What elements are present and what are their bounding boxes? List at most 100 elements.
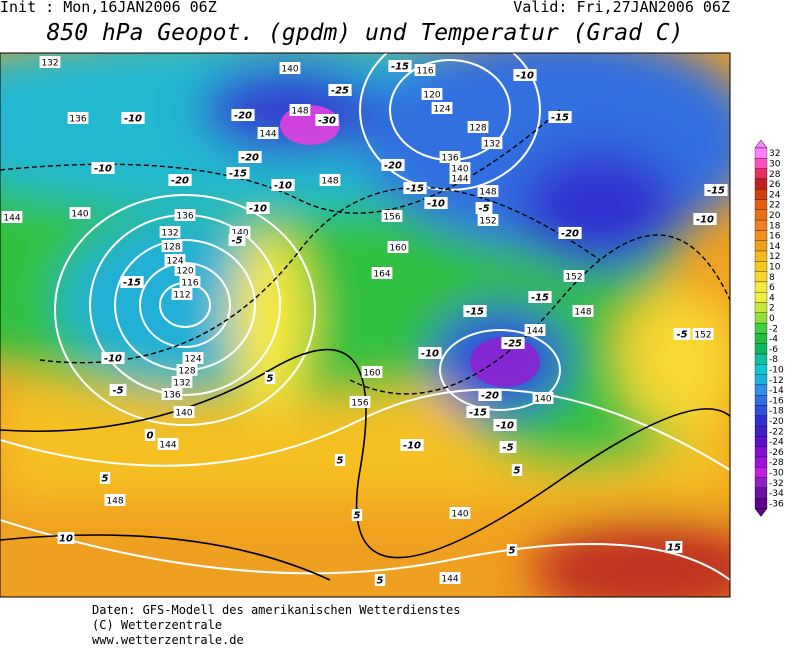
geopotential-label-box bbox=[161, 388, 183, 400]
geopotential-label: 164 bbox=[373, 270, 390, 280]
geopotential-label: 136 bbox=[176, 212, 193, 222]
temperature-label-box bbox=[513, 69, 537, 81]
geopotential-label-box bbox=[173, 406, 195, 418]
temperature-label-box bbox=[264, 372, 276, 384]
colorbar-label: -10 bbox=[769, 365, 784, 375]
geopotential-label-box bbox=[449, 507, 471, 519]
geopotential-label: 132 bbox=[483, 140, 500, 150]
temperature-label-box bbox=[506, 544, 518, 556]
geopotential-label: 160 bbox=[363, 369, 380, 379]
colorbar-swatch bbox=[754, 415, 768, 427]
colorbar-swatch bbox=[754, 343, 768, 355]
geopotential-label-box bbox=[171, 288, 193, 300]
temperature-label: -20 bbox=[384, 161, 402, 172]
colorbar-swatch bbox=[754, 261, 768, 272]
temperature-label-box bbox=[228, 234, 246, 246]
temperature-label-box bbox=[99, 472, 111, 484]
geopotential-label: 140 bbox=[175, 409, 192, 419]
colorbar-swatch bbox=[754, 199, 768, 210]
temperature-label-box bbox=[499, 441, 517, 453]
geopotential-label-box bbox=[449, 162, 471, 174]
temperature-label: -10 bbox=[516, 71, 534, 82]
colorbar-label: 8 bbox=[769, 273, 775, 283]
geopotential-label-box bbox=[289, 104, 311, 116]
geopotential-label-box bbox=[439, 151, 461, 163]
temperature-label-box bbox=[91, 162, 115, 174]
temperature-label-box bbox=[120, 276, 144, 288]
temperature-label-box bbox=[704, 184, 728, 196]
colorbar-label: 4 bbox=[769, 293, 775, 303]
geopotential-label-box bbox=[467, 121, 489, 133]
temperature-label: -10 bbox=[94, 164, 112, 175]
temperature-label-box bbox=[381, 159, 405, 171]
temperature-label-box bbox=[478, 389, 502, 401]
geopotential-label-box bbox=[164, 254, 186, 266]
temperature-label: -15 bbox=[406, 184, 424, 195]
colorbar-label: -14 bbox=[769, 386, 784, 396]
geopotential-label-box bbox=[161, 240, 183, 252]
colorbar-label: 26 bbox=[769, 180, 781, 190]
geopotential-label: 140 bbox=[281, 65, 298, 75]
geopotential-label: 116 bbox=[181, 279, 198, 289]
colorbar-swatch bbox=[754, 487, 768, 499]
geopotential-label: 124 bbox=[433, 105, 450, 115]
geopotential-label-box bbox=[532, 392, 554, 404]
geopotential-label-box bbox=[176, 364, 198, 376]
geopotential-label: 144 bbox=[451, 175, 468, 185]
temperature-label-box bbox=[403, 182, 427, 194]
colorbar-label: 22 bbox=[769, 201, 780, 211]
temperature-label: -10 bbox=[427, 199, 445, 210]
geopotential-label: 160 bbox=[389, 244, 406, 254]
colorbar-swatch bbox=[754, 456, 768, 468]
geopotential-label-box bbox=[1, 211, 23, 223]
geopotential-label-box bbox=[563, 270, 585, 282]
geopotential-label: 144 bbox=[159, 441, 176, 451]
temperature-label: -5 bbox=[231, 236, 242, 247]
colorbar-label: -34 bbox=[769, 489, 784, 499]
temperature-label: 10 bbox=[59, 534, 73, 545]
geopotential-label: 128 bbox=[469, 124, 486, 134]
geopotential-label: 148 bbox=[291, 107, 308, 117]
temperature-label: -20 bbox=[241, 153, 259, 164]
geopotential-label: 140 bbox=[71, 210, 88, 220]
geopotential-label: 148 bbox=[574, 308, 591, 318]
temperature-label: -25 bbox=[331, 86, 349, 97]
temperature-label: -15 bbox=[123, 278, 141, 289]
colorbar-label: -16 bbox=[769, 396, 784, 406]
geopotential-label-box bbox=[257, 127, 279, 139]
colorbar-label: 2 bbox=[769, 304, 775, 314]
geopotential-label: 148 bbox=[106, 497, 123, 507]
geopotential-label: 152 bbox=[565, 273, 582, 283]
temperature-label: -5 bbox=[502, 443, 513, 454]
geopotential-label-box bbox=[39, 56, 61, 68]
temperature-label: -15 bbox=[469, 408, 487, 419]
colorbar-label: -24 bbox=[769, 438, 784, 448]
temperature-label-box bbox=[334, 454, 346, 466]
temperature-label-box bbox=[665, 541, 683, 553]
temperature-label: -25 bbox=[504, 339, 522, 350]
temperature-label-box bbox=[144, 429, 156, 441]
colorbar-label: 16 bbox=[769, 232, 781, 242]
colorbar-label: -32 bbox=[769, 479, 784, 489]
colorbar-label: 18 bbox=[769, 221, 781, 231]
temperature-label-box bbox=[558, 227, 582, 239]
map-frame bbox=[0, 52, 731, 598]
temperature-label: -10 bbox=[104, 354, 122, 365]
colorbar-label: 12 bbox=[769, 252, 780, 262]
temperature-label: 5 bbox=[354, 511, 361, 522]
colorbar-swatch bbox=[754, 250, 768, 262]
colorbar-label: -12 bbox=[769, 376, 784, 386]
valid-time: Valid: Fri,27JAN2006 06Z bbox=[513, 0, 730, 16]
geopotential-label: 132 bbox=[173, 379, 190, 389]
temperature-label-box bbox=[226, 167, 250, 179]
temperature-label: -5 bbox=[478, 204, 489, 215]
colorbar-swatch bbox=[754, 271, 768, 283]
temperature-label: -15 bbox=[707, 186, 725, 197]
geopotential-label-box bbox=[319, 174, 341, 186]
geopotential-label: 112 bbox=[173, 291, 190, 301]
colorbar-label: 30 bbox=[769, 159, 781, 169]
colorbar-label: -36 bbox=[769, 499, 784, 509]
colorbar-swatch bbox=[754, 498, 768, 509]
geopotential-label-box bbox=[414, 64, 436, 76]
temperature-label: -10 bbox=[403, 441, 421, 452]
